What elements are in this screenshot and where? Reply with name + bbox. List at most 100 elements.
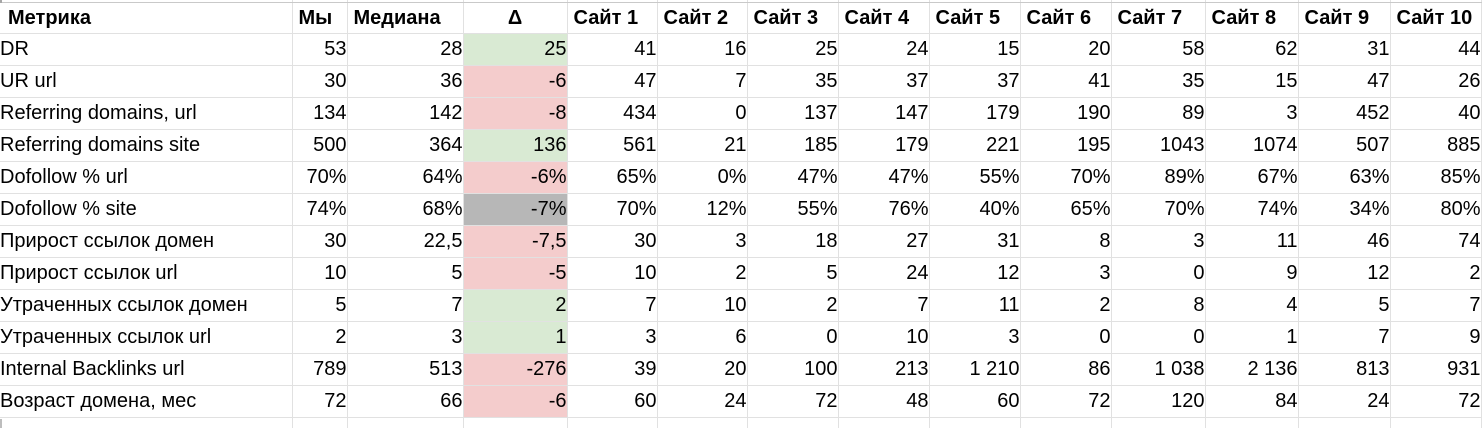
cell-site10[interactable]: 40 (1390, 97, 1482, 130)
cell-site9[interactable]: 5 (1298, 289, 1391, 322)
cell-site3[interactable]: 2 (747, 289, 839, 322)
cell-site10[interactable]: 2 (1390, 257, 1482, 290)
cell-metric[interactable]: Утраченных ссылок url (0, 321, 293, 354)
cell-site2[interactable]: 24 (657, 385, 748, 418)
cell-we[interactable]: 30 (292, 225, 348, 258)
cell-site6[interactable]: 20 (1020, 33, 1112, 66)
cell-site9[interactable]: 47 (1298, 65, 1391, 98)
cell-metric[interactable]: Referring domains site (0, 129, 293, 162)
cell-site9[interactable]: 7 (1298, 321, 1391, 354)
cell-site9[interactable]: 63% (1298, 161, 1391, 194)
cell-site6[interactable]: 41 (1020, 65, 1112, 98)
cell-site4[interactable]: 24 (838, 257, 930, 290)
cell-site3[interactable]: 25 (747, 33, 839, 66)
cell-site9[interactable]: 12 (1298, 257, 1391, 290)
cell-site8[interactable]: 2 136 (1205, 353, 1299, 386)
cell-site9[interactable]: 813 (1298, 353, 1391, 386)
cell-site1[interactable]: 41 (567, 33, 658, 66)
cell-site4[interactable]: 24 (838, 33, 930, 66)
cell-site10[interactable]: 44 (1390, 33, 1482, 66)
cell-site9[interactable]: 24 (1298, 385, 1391, 418)
cell-site5[interactable]: 221 (929, 129, 1021, 162)
cell-site1[interactable]: 3 (567, 321, 658, 354)
cell-site2[interactable]: 7 (657, 65, 748, 98)
cell-delta[interactable]: -6% (463, 161, 568, 194)
cell-site3[interactable]: 185 (747, 129, 839, 162)
col-header-site9[interactable]: Сайт 9 (1298, 2, 1391, 34)
cell-metric[interactable]: Referring domains, url (0, 97, 293, 130)
cell-delta[interactable]: 136 (463, 129, 568, 162)
cell-site1[interactable]: 30 (567, 225, 658, 258)
cell-site6[interactable]: 195 (1020, 129, 1112, 162)
cell-site2[interactable]: 0 (657, 97, 748, 130)
cell-delta[interactable]: -6 (463, 385, 568, 418)
cell-site8[interactable]: 3 (1205, 97, 1299, 130)
cell-site5[interactable]: 1 210 (929, 353, 1021, 386)
cell-site4[interactable]: 27 (838, 225, 930, 258)
cell-site1[interactable]: 65% (567, 161, 658, 194)
cell-site5[interactable]: 179 (929, 97, 1021, 130)
cell-site4[interactable]: 7 (838, 289, 930, 322)
cell-site5[interactable]: 60 (929, 385, 1021, 418)
cell-site6[interactable]: 86 (1020, 353, 1112, 386)
col-header-site6[interactable]: Сайт 6 (1020, 2, 1112, 34)
cell-site10[interactable]: 9 (1390, 321, 1482, 354)
cell-median[interactable]: 7 (347, 289, 464, 322)
col-header-site4[interactable]: Сайт 4 (838, 2, 930, 34)
col-header-site2[interactable]: Сайт 2 (657, 2, 748, 34)
cell-site10[interactable]: 885 (1390, 129, 1482, 162)
cell-site7[interactable]: 1 038 (1111, 353, 1206, 386)
cell-site1[interactable]: 561 (567, 129, 658, 162)
cell-site8[interactable]: 11 (1205, 225, 1299, 258)
cell-site7[interactable]: 0 (1111, 257, 1206, 290)
cell-site6[interactable]: 70% (1020, 161, 1112, 194)
cell-site6[interactable]: 8 (1020, 225, 1112, 258)
cell-metric[interactable]: UR url (0, 65, 293, 98)
cell-site3[interactable]: 72 (747, 385, 839, 418)
cell-site7[interactable]: 120 (1111, 385, 1206, 418)
cell-site7[interactable]: 58 (1111, 33, 1206, 66)
cell-site2[interactable]: 6 (657, 321, 748, 354)
cell-site4[interactable]: 48 (838, 385, 930, 418)
cell-site6[interactable]: 65% (1020, 193, 1112, 226)
col-header-metric[interactable]: Метрика (0, 2, 293, 34)
cell-site5[interactable]: 15 (929, 33, 1021, 66)
cell-delta[interactable]: 1 (463, 321, 568, 354)
cell-median[interactable]: 28 (347, 33, 464, 66)
cell-site6[interactable]: 72 (1020, 385, 1112, 418)
col-header-site3[interactable]: Сайт 3 (747, 2, 839, 34)
cell-site7[interactable]: 35 (1111, 65, 1206, 98)
cell-site2[interactable]: 0% (657, 161, 748, 194)
cell-site2[interactable]: 20 (657, 353, 748, 386)
cell-site9[interactable]: 507 (1298, 129, 1391, 162)
cell-median[interactable]: 3 (347, 321, 464, 354)
cell-delta[interactable]: -6 (463, 65, 568, 98)
cell-site3[interactable]: 5 (747, 257, 839, 290)
cell-metric[interactable]: Возраст домена, мес (0, 385, 293, 418)
cell-metric[interactable]: Dofollow % site (0, 193, 293, 226)
cell-site2[interactable]: 2 (657, 257, 748, 290)
cell-site3[interactable]: 35 (747, 65, 839, 98)
cell-we[interactable]: 72 (292, 385, 348, 418)
cell-site3[interactable]: 137 (747, 97, 839, 130)
col-header-delta[interactable]: Δ (463, 2, 568, 34)
cell-site1[interactable]: 7 (567, 289, 658, 322)
cell-site1[interactable]: 70% (567, 193, 658, 226)
cell-site8[interactable]: 1074 (1205, 129, 1299, 162)
cell-metric[interactable]: Internal Backlinks url (0, 353, 293, 386)
col-header-we[interactable]: Мы (292, 2, 348, 34)
cell-site4[interactable]: 37 (838, 65, 930, 98)
col-header-site7[interactable]: Сайт 7 (1111, 2, 1206, 34)
cell-site7[interactable]: 89% (1111, 161, 1206, 194)
cell-site9[interactable]: 452 (1298, 97, 1391, 130)
cell-site9[interactable]: 46 (1298, 225, 1391, 258)
cell-site7[interactable]: 1043 (1111, 129, 1206, 162)
cell-metric[interactable]: Прирост ссылок домен (0, 225, 293, 258)
cell-site5[interactable]: 55% (929, 161, 1021, 194)
cell-site4[interactable]: 213 (838, 353, 930, 386)
cell-site1[interactable]: 60 (567, 385, 658, 418)
cell-site10[interactable]: 931 (1390, 353, 1482, 386)
cell-site9[interactable]: 31 (1298, 33, 1391, 66)
cell-median[interactable]: 22,5 (347, 225, 464, 258)
cell-delta[interactable]: -7% (463, 193, 568, 226)
